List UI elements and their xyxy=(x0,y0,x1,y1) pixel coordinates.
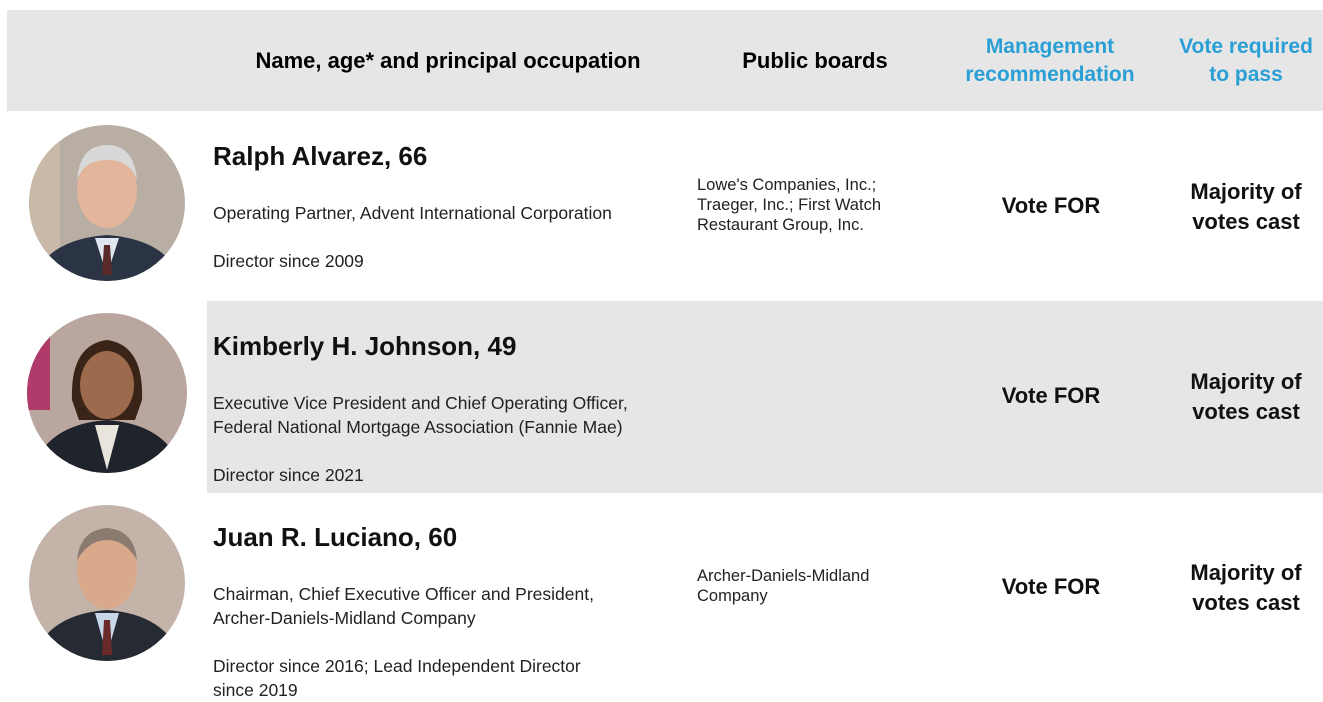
column-header: Vote required xyxy=(1166,33,1323,61)
occupation: Operating Partner, Advent International … xyxy=(213,201,612,225)
director-since: Director since 2021 xyxy=(213,463,364,487)
director-since: Director since 2009 xyxy=(213,249,364,273)
public-boards: Lowe's Companies, Inc.; xyxy=(697,175,876,195)
occupation: Executive Vice President and Chief Opera… xyxy=(213,391,628,415)
column-header: to pass xyxy=(1166,61,1323,89)
vote-required: votes cast xyxy=(1166,207,1323,237)
director-since: Director since 2016; Lead Independent Di… xyxy=(213,654,581,678)
vote-required: votes cast xyxy=(1166,588,1323,618)
recommendation: Vote FOR xyxy=(951,574,1151,600)
director-name: Juan R. Luciano, 60 xyxy=(213,522,457,553)
public-boards: Restaurant Group, Inc. xyxy=(697,215,864,235)
public-boards: Company xyxy=(697,586,768,606)
vote-required: Majority of xyxy=(1166,367,1323,397)
portraits xyxy=(0,0,215,698)
vote-required: votes cast xyxy=(1166,397,1323,427)
page: Name, age* and principal occupationPubli… xyxy=(0,0,1323,698)
occupation: Chairman, Chief Executive Officer and Pr… xyxy=(213,582,594,606)
vote-required: Majority of xyxy=(1166,558,1323,588)
occupation: Federal National Mortgage Association (F… xyxy=(213,415,623,439)
director-name: Kimberly H. Johnson, 49 xyxy=(213,331,516,362)
public-boards: Traeger, Inc.; First Watch xyxy=(697,195,881,215)
column-header: recommendation xyxy=(940,61,1160,89)
director-since: since 2019 xyxy=(213,678,298,702)
vote-required: Majority of xyxy=(1166,177,1323,207)
column-header: Public boards xyxy=(695,47,935,75)
portrait xyxy=(20,500,200,670)
recommendation: Vote FOR xyxy=(951,193,1151,219)
portrait xyxy=(20,310,200,480)
public-boards: Archer-Daniels-Midland xyxy=(697,566,869,586)
column-header: Name, age* and principal occupation xyxy=(208,47,688,75)
column-header: Management xyxy=(940,33,1160,61)
recommendation: Vote FOR xyxy=(951,383,1151,409)
occupation: Archer-Daniels-Midland Company xyxy=(213,606,476,630)
director-name: Ralph Alvarez, 66 xyxy=(213,141,427,172)
portrait xyxy=(20,120,200,290)
